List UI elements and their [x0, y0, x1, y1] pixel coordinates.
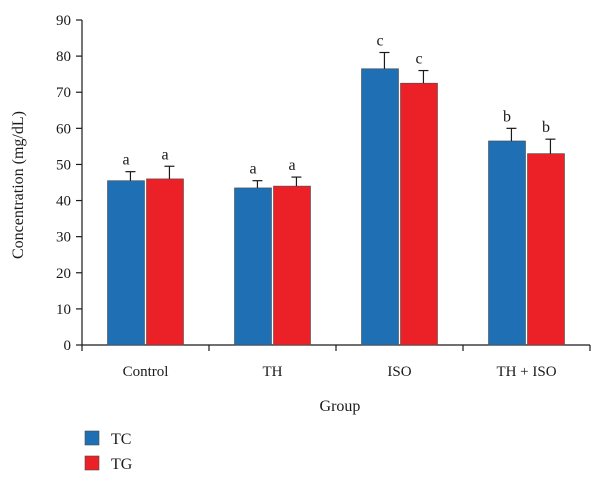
significance-label: b: [542, 119, 550, 136]
significance-label: a: [288, 157, 295, 174]
bar-tc: [107, 180, 145, 346]
x-tick-label: Control: [123, 364, 169, 380]
y-tick-label: 70: [56, 85, 71, 101]
y-tick-label: 10: [56, 302, 71, 318]
bar-tg: [273, 185, 311, 346]
significance-label: c: [376, 33, 383, 50]
y-tick-label: 0: [64, 338, 72, 354]
y-tick-label: 40: [56, 194, 71, 210]
legend-swatch-tc: [84, 430, 100, 446]
legend-swatch-tg: [84, 455, 100, 471]
y-tick-label: 60: [56, 121, 71, 137]
y-tick-label: 90: [56, 13, 71, 29]
bar-tc: [488, 140, 526, 346]
y-tick-label: 80: [56, 49, 71, 65]
bar-tg: [146, 178, 184, 346]
legend-label: TC: [111, 431, 131, 448]
y-tick-label: 50: [56, 157, 71, 173]
significance-label: a: [249, 161, 256, 178]
x-axis-title: Group: [320, 398, 361, 415]
x-tick-label: ISO: [387, 364, 411, 380]
legend-label: TG: [111, 456, 133, 473]
axes: 0 10 20 30 40 50 60 70 80 90 Control TH ISO TH + ISO: [56, 13, 591, 380]
x-tick-label: TH: [263, 364, 283, 380]
significance-label: c: [415, 51, 422, 68]
y-axis-title: Concentration (mg/dL): [10, 111, 27, 259]
legend: TC TG: [84, 430, 133, 473]
bar-tc: [234, 187, 272, 346]
significance-label: b: [503, 108, 511, 125]
bar-tc: [361, 68, 399, 346]
bar-tg: [527, 153, 565, 346]
y-tick-label: 20: [56, 266, 71, 282]
bars: [107, 51, 565, 346]
x-tick-label: TH + ISO: [496, 364, 556, 380]
y-tick-label: 30: [56, 230, 71, 246]
bar-tg: [400, 82, 438, 346]
significance-labels: a a a a c c b b: [122, 33, 550, 178]
significance-label: a: [122, 152, 129, 169]
significance-label: a: [161, 146, 168, 163]
